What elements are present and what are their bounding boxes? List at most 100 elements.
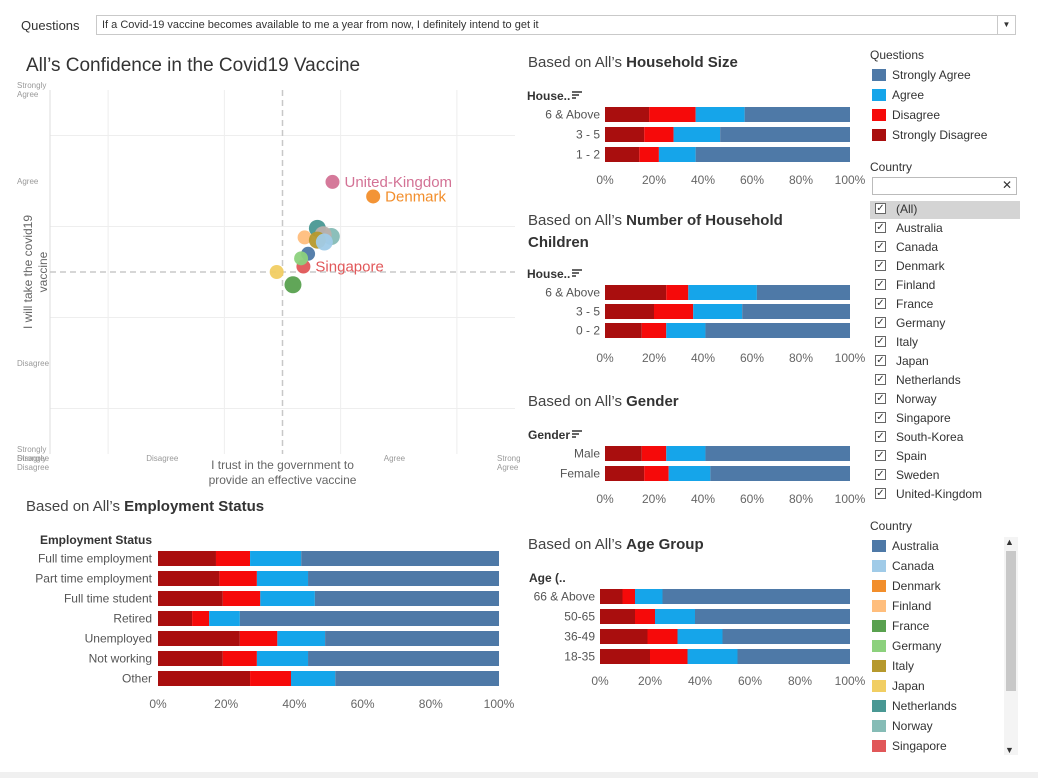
clear-icon[interactable]: ✕ [1001, 178, 1012, 192]
checkbox-icon[interactable]: ✓ [875, 469, 886, 480]
checkbox-icon[interactable]: ✓ [875, 355, 886, 366]
category-label: 50-65 [564, 610, 595, 624]
checkbox-icon[interactable]: ✓ [875, 279, 886, 290]
scroll-up-icon[interactable]: ▲ [1005, 537, 1014, 547]
legend-label: Finland [892, 599, 932, 613]
country-checkbox-label: (All) [896, 202, 918, 216]
x-axis-title: I trust in the government to provide an e… [209, 458, 357, 487]
checkbox-icon[interactable]: ✓ [875, 298, 886, 309]
bar-segment-strongly-disagree [158, 571, 220, 586]
legend-label: Agree [892, 88, 925, 102]
category-label: Other [122, 672, 152, 686]
legend-label: Australia [892, 539, 939, 553]
country-checkbox-label: Canada [896, 240, 939, 254]
checkbox-icon[interactable]: ✓ [875, 336, 886, 347]
checkbox-icon[interactable]: ✓ [875, 412, 886, 423]
questions-dropdown[interactable]: If a Covid-19 vaccine becomes available … [96, 15, 1016, 35]
household-size-chart: House.. 6 & Above 3 - 5 1 - 2 0% 20% 40% 60% 80%… [527, 89, 865, 187]
x-tick-label: 20% [642, 351, 666, 365]
scrollbar-thumb[interactable] [1006, 551, 1016, 691]
bar-segment-agree [635, 589, 663, 604]
country-checkbox-label: Australia [896, 221, 943, 235]
legend-swatch [872, 540, 886, 552]
bar-segment-agree [695, 107, 745, 122]
x-tick-label: 0% [596, 492, 614, 506]
country-checkbox-germany[interactable]: ✓ Germany [870, 315, 1020, 333]
category-label: 3 - 5 [576, 128, 600, 142]
legend-label: Strongly Disagree [892, 128, 988, 142]
country-checkbox-denmark[interactable]: ✓ Denmark [870, 258, 1020, 276]
axis-title: House.. [527, 89, 570, 103]
country-checkbox-netherlands[interactable]: ✓ Netherlands [870, 372, 1020, 390]
country-checkbox-singapore[interactable]: ✓ Singapore [870, 410, 1020, 428]
country-checkbox-all[interactable]: ✓ (All) [870, 201, 1020, 219]
country-checkbox-spain[interactable]: ✓ Spain [870, 448, 1020, 466]
country-checkbox-label: United-Kingdom [896, 487, 983, 501]
x-tick-label: 60% [738, 674, 762, 688]
bar-segment-disagree [644, 466, 669, 481]
checkbox-icon[interactable]: ✓ [875, 374, 886, 385]
bar-segment-strongly-agree [720, 127, 850, 142]
country-checkbox-canada[interactable]: ✓ Canada [870, 239, 1020, 257]
scatter-point-japan [269, 265, 284, 279]
checkbox-icon[interactable]: ✓ [875, 431, 886, 442]
checkbox-icon[interactable]: ✓ [875, 203, 886, 214]
chevron-down-icon[interactable]: ▼ [997, 16, 1015, 34]
checkbox-icon[interactable]: ✓ [875, 222, 886, 233]
bar-segment-strongly-disagree [158, 591, 223, 606]
legend-label: Netherlands [892, 699, 957, 713]
questions-filter-label: Questions [21, 18, 80, 33]
checkbox-icon[interactable]: ✓ [875, 450, 886, 461]
category-label: 0 - 2 [576, 324, 600, 338]
x-tick-label: 20% [214, 697, 238, 711]
age-title-prefix: Based on All’s [528, 536, 627, 553]
children-title: Based on All’s Number of Household Childr… [528, 210, 783, 254]
country-checkbox-sweden[interactable]: ✓ Sweden [870, 467, 1020, 485]
x-tick-label: 20% [638, 674, 662, 688]
x-tick-label: 80% [419, 697, 443, 711]
bar-segment-strongly-agree [742, 304, 850, 319]
checkbox-icon[interactable]: ✓ [875, 393, 886, 404]
bar-segment-strongly-agree [705, 446, 850, 461]
checkbox-icon[interactable]: ✓ [875, 317, 886, 328]
country-checkbox-australia[interactable]: ✓ Australia [870, 220, 1020, 238]
bar-segment-agree [677, 629, 723, 644]
bar-segment-strongly-disagree [600, 629, 648, 644]
y-tick-label: Strongly Agree [17, 81, 46, 99]
x-tick-label: 100% [835, 173, 865, 187]
legend-label: Canada [892, 559, 935, 573]
bar-segment-strongly-disagree [605, 127, 645, 142]
checkbox-icon[interactable]: ✓ [875, 241, 886, 252]
country-checkbox-japan[interactable]: ✓ Japan [870, 353, 1020, 371]
legend-label: Denmark [892, 579, 941, 593]
country-checkbox-france[interactable]: ✓ France [870, 296, 1020, 314]
category-label: Part time employment [35, 572, 152, 586]
country-checkbox-finland[interactable]: ✓ Finland [870, 277, 1020, 295]
bars [600, 589, 850, 664]
legend-swatch [872, 109, 886, 121]
scatter-point-france [284, 276, 302, 294]
x-tick-label: Agree [384, 454, 406, 463]
country-legend-scrollbar[interactable]: ▲ ▼ [1004, 537, 1018, 755]
checkbox-icon[interactable]: ✓ [875, 260, 886, 271]
country-search-input[interactable]: ✕ [872, 177, 1017, 195]
country-checkbox-italy[interactable]: ✓ Italy [870, 334, 1020, 352]
category-label: Retired [113, 612, 152, 626]
country-checkbox-south-korea[interactable]: ✓ South-Korea [870, 429, 1020, 447]
checkbox-icon[interactable]: ✓ [875, 488, 886, 499]
country-checkbox-norway[interactable]: ✓ Norway [870, 391, 1020, 409]
legend-swatch [872, 129, 886, 141]
legend-swatch [872, 89, 886, 101]
category-label: 36-49 [564, 630, 595, 644]
category-label: Unemployed [85, 632, 152, 646]
bar-segment-strongly-agree [744, 107, 850, 122]
bar-segment-disagree [250, 671, 291, 686]
legend-swatch [872, 580, 886, 592]
country-checkbox-united-kingdom[interactable]: ✓ United-Kingdom [870, 486, 1020, 504]
bar-segment-strongly-disagree [600, 589, 623, 604]
bar-segment-disagree [644, 127, 674, 142]
y-axis-title: I will take the covid19vaccine [21, 215, 50, 329]
bar-segment-disagree [622, 589, 635, 604]
scroll-down-icon[interactable]: ▼ [1005, 745, 1014, 755]
